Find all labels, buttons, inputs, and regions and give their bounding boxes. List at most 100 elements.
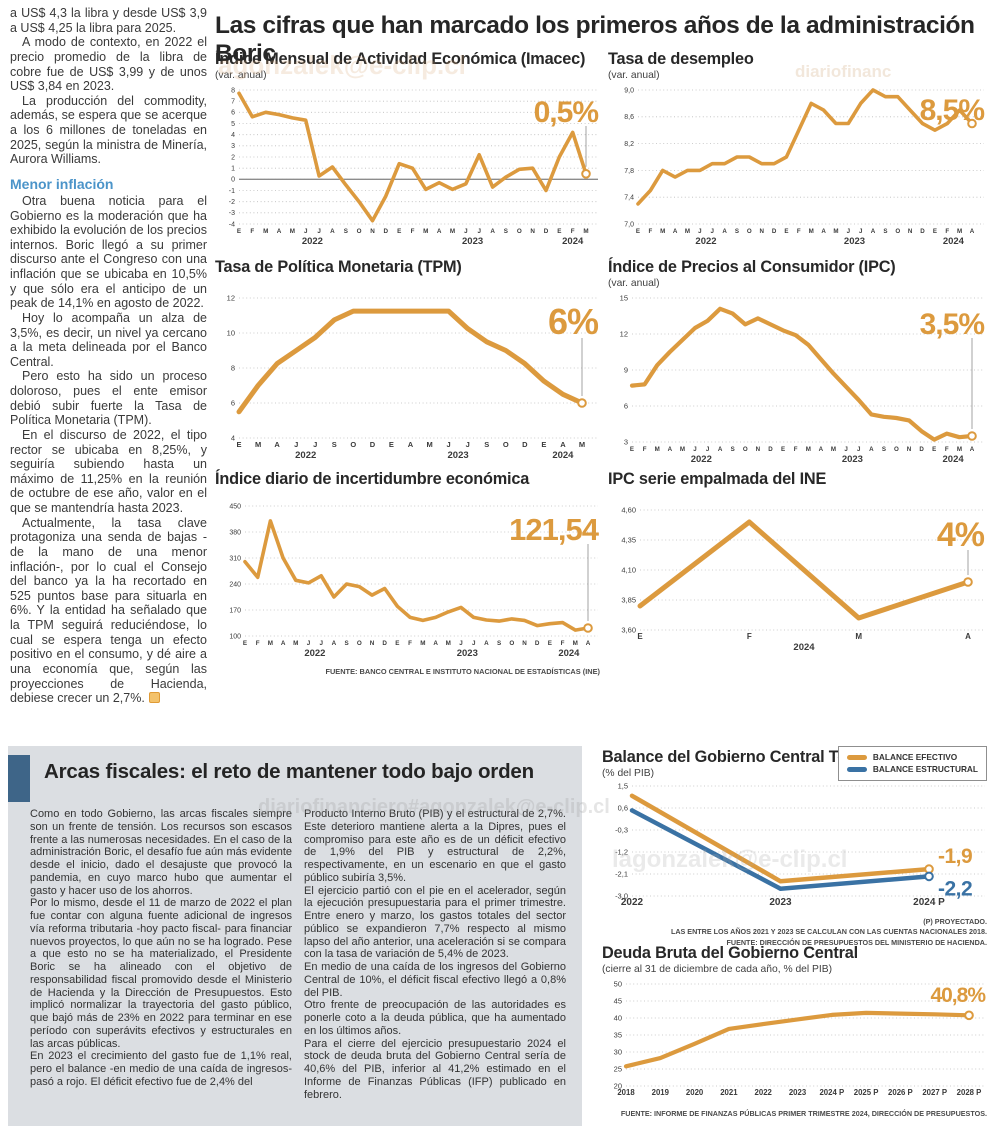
article-column: a US$ 4,3 la libra y desde US$ 3,9 a US$… bbox=[10, 6, 207, 706]
svg-text:40,8%: 40,8% bbox=[930, 984, 986, 1007]
chart-incertidumbre: Índice diario de incertidumbre económica… bbox=[215, 470, 600, 676]
svg-text:E: E bbox=[781, 446, 785, 453]
svg-text:M: M bbox=[685, 228, 690, 235]
footnote-cuentas: LAS ENTRE LOS AÑOS 2021 Y 2023 SE CALCUL… bbox=[670, 927, 987, 937]
svg-text:2023: 2023 bbox=[448, 450, 469, 461]
svg-text:5: 5 bbox=[231, 121, 235, 128]
svg-text:25: 25 bbox=[614, 1064, 622, 1073]
svg-text:3: 3 bbox=[624, 437, 628, 446]
svg-text:7,0: 7,0 bbox=[624, 221, 634, 228]
svg-text:2023: 2023 bbox=[769, 897, 792, 908]
svg-text:F: F bbox=[797, 228, 801, 235]
fiscal-column-1: Como en todo Gobierno, las arcas fiscale… bbox=[30, 808, 292, 1089]
svg-text:E: E bbox=[932, 446, 936, 453]
legend-item-efectivo: BALANCE EFECTIVO bbox=[846, 751, 978, 763]
svg-text:D: D bbox=[522, 440, 528, 449]
article-subheading: Menor inflación bbox=[10, 175, 114, 192]
svg-text:2022: 2022 bbox=[691, 454, 712, 465]
svg-text:12: 12 bbox=[227, 293, 235, 302]
fiscal-column-2: Producto Interno Bruto (PIB) y el estruc… bbox=[304, 808, 566, 1101]
chart-imacec-subtitle: (var. anual) bbox=[215, 70, 267, 81]
svg-text:12: 12 bbox=[620, 329, 628, 338]
svg-text:M: M bbox=[957, 446, 962, 453]
chart-desempleo-title: Tasa de desempleo bbox=[608, 50, 754, 68]
svg-text:J: J bbox=[459, 640, 463, 647]
svg-text:15: 15 bbox=[620, 293, 628, 302]
fiscal-paragraph: Como en todo Gobierno, las arcas fiscale… bbox=[30, 808, 292, 897]
svg-text:E: E bbox=[243, 640, 247, 647]
svg-text:N: N bbox=[522, 640, 527, 647]
svg-text:E: E bbox=[557, 228, 561, 235]
legend-label-estructural: BALANCE ESTRUCTURAL bbox=[872, 764, 978, 775]
svg-text:2022: 2022 bbox=[304, 648, 325, 659]
svg-text:A: A bbox=[484, 640, 489, 647]
svg-text:S: S bbox=[332, 440, 337, 449]
svg-text:A: A bbox=[819, 446, 824, 453]
svg-text:M: M bbox=[290, 228, 295, 235]
svg-text:E: E bbox=[637, 632, 643, 641]
svg-text:45: 45 bbox=[614, 996, 622, 1005]
svg-text:D: D bbox=[382, 640, 387, 647]
svg-text:8,5%: 8,5% bbox=[920, 94, 985, 127]
svg-text:M: M bbox=[806, 446, 811, 453]
svg-text:2022: 2022 bbox=[755, 1088, 773, 1097]
svg-text:J: J bbox=[859, 228, 863, 235]
fiscal-paragraph: Por lo mismo, desde el 11 de marzo de 20… bbox=[30, 897, 292, 1050]
svg-text:A: A bbox=[433, 640, 438, 647]
svg-text:S: S bbox=[497, 640, 501, 647]
svg-text:J: J bbox=[317, 228, 321, 235]
svg-text:170: 170 bbox=[229, 607, 241, 614]
chart-tpm-title: Tasa de Política Monetaria (TPM) bbox=[215, 258, 462, 276]
svg-text:N: N bbox=[907, 446, 912, 453]
article-paragraph: Hoy lo acompaña un alza de 3,5%, es deci… bbox=[10, 310, 207, 369]
fiscal-paragraph: Otro frente de preocupación de las autor… bbox=[304, 999, 566, 1037]
svg-text:6: 6 bbox=[231, 110, 235, 117]
article-paragraph: Otra buena noticia para el Gobierno es l… bbox=[10, 193, 207, 311]
footnote-fuente: FUENTE: DIRECCIÓN DE PRESUPUESTOS DEL MI… bbox=[726, 937, 987, 947]
svg-text:2024 P: 2024 P bbox=[819, 1088, 844, 1097]
svg-text:J: J bbox=[693, 446, 697, 453]
svg-text:2023: 2023 bbox=[842, 454, 863, 465]
svg-text:O: O bbox=[357, 640, 362, 647]
chart-incertidumbre-title: Índice diario de incertidumbre económica bbox=[215, 470, 530, 488]
svg-text:A: A bbox=[869, 446, 874, 453]
svg-text:1: 1 bbox=[231, 166, 235, 173]
svg-text:M: M bbox=[831, 446, 836, 453]
svg-text:40: 40 bbox=[614, 1013, 622, 1022]
svg-text:F: F bbox=[945, 228, 949, 235]
fiscal-paragraph: Producto Interno Bruto (PIB) y el estruc… bbox=[304, 808, 566, 884]
ipc-ine-line-chart: 4,60 4,35 4,10 3,85 3,60E F M A 2024 4% bbox=[621, 505, 985, 653]
svg-text:M: M bbox=[293, 640, 298, 647]
svg-text:0,5%: 0,5% bbox=[534, 96, 599, 129]
article-paragraph: En el discurso de 2022, el tipo rector s… bbox=[10, 427, 207, 515]
svg-text:A: A bbox=[281, 640, 286, 647]
fiscal-paragraph: En medio de una caída de los ingresos de… bbox=[304, 961, 566, 999]
svg-text:D: D bbox=[544, 228, 549, 235]
svg-text:30: 30 bbox=[614, 1047, 622, 1056]
article-paragraph: Actualmente, la tasa clave protagoniza u… bbox=[10, 515, 207, 706]
svg-text:O: O bbox=[895, 228, 900, 235]
chart-balance-subtitle: (% del PIB) bbox=[602, 768, 655, 779]
svg-text:A: A bbox=[274, 440, 280, 449]
svg-text:M: M bbox=[263, 228, 268, 235]
svg-text:M: M bbox=[583, 228, 588, 235]
svg-text:E: E bbox=[236, 440, 241, 449]
svg-text:2022: 2022 bbox=[695, 236, 716, 247]
svg-text:D: D bbox=[772, 228, 777, 235]
svg-text:F: F bbox=[643, 446, 647, 453]
svg-text:-1,2: -1,2 bbox=[615, 847, 628, 856]
svg-text:S: S bbox=[735, 228, 739, 235]
svg-text:7: 7 bbox=[231, 99, 235, 106]
svg-text:M: M bbox=[833, 228, 838, 235]
svg-text:-0,3: -0,3 bbox=[615, 825, 628, 834]
svg-text:J: J bbox=[294, 440, 298, 449]
svg-text:N: N bbox=[370, 640, 375, 647]
deuda-footnote: FUENTE: INFORME DE FINANZAS PÚBLICAS PRI… bbox=[620, 1109, 987, 1118]
svg-text:2023: 2023 bbox=[457, 648, 478, 659]
svg-text:S: S bbox=[883, 228, 887, 235]
svg-text:M: M bbox=[450, 228, 455, 235]
svg-text:2020: 2020 bbox=[686, 1088, 704, 1097]
svg-text:2022: 2022 bbox=[621, 897, 644, 908]
svg-text:E: E bbox=[636, 228, 640, 235]
